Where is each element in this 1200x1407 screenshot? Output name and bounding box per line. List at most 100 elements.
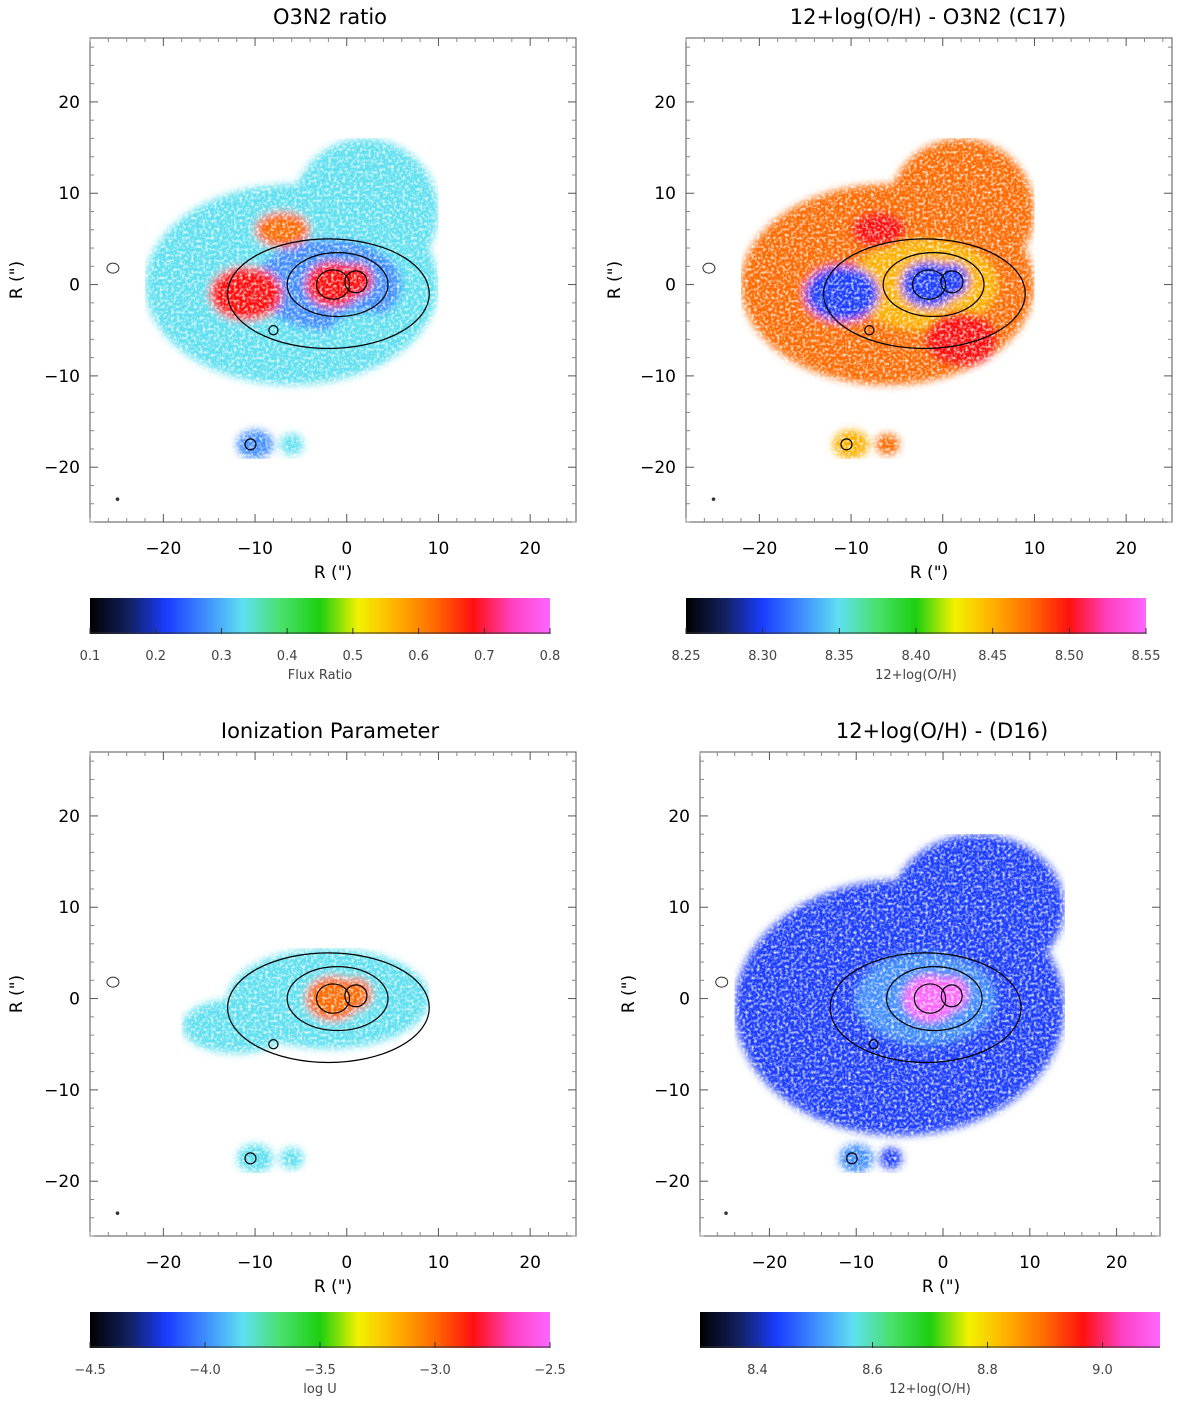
tick-layer: −20 −10 0 10 20 −20 −10 0 10 20 (44, 752, 576, 1273)
colorbar-tick-label: 0.8 (540, 649, 561, 664)
x-tick-label: −10 (237, 1253, 273, 1273)
contours (829, 952, 1022, 1165)
emission-region (851, 211, 907, 249)
colorbar-tick-label: 8.35 (825, 649, 854, 664)
outer-contour (822, 238, 1026, 350)
knot-contour (840, 438, 853, 451)
colorbar-tick-label: −3.0 (419, 1363, 451, 1378)
x-tick-label: 10 (1024, 539, 1046, 559)
map-layer (702, 138, 1035, 501)
tick-layer: −20 −10 0 10 20 −20 −10 0 10 20 (654, 752, 1160, 1273)
inner-contour (940, 270, 964, 294)
colorbar-tick-label: 8.30 (748, 649, 777, 664)
emission-region (805, 266, 879, 322)
y-tick-label: 20 (668, 807, 690, 827)
knot-contour (846, 1152, 858, 1165)
emission-region (890, 834, 1065, 981)
y-tick-label: 20 (58, 807, 80, 827)
colorbar-label: 12+log(O/H) (889, 1382, 971, 1397)
colorbar-tick-label: 8.4 (747, 1363, 768, 1378)
emission-map (734, 834, 1065, 1173)
x-tick-label: −10 (833, 539, 869, 559)
x-axis-label: R (") (922, 1277, 960, 1297)
x-tick-label: 10 (428, 1253, 450, 1273)
mid-contour (882, 252, 985, 318)
inner-contour (315, 269, 351, 300)
emission-region (209, 266, 283, 322)
beam-symbol (715, 976, 729, 988)
colorbar-tick-label: 9.0 (1092, 1363, 1113, 1378)
panel-oh-d16: 12+log(O/H) - (D16) −20 −10 0 10 20 −20 −10 0 10… (619, 719, 1161, 1397)
x-tick-label: −20 (145, 539, 181, 559)
y-tick-label: −10 (44, 1081, 80, 1101)
x-tick-label: −20 (741, 539, 777, 559)
x-tick-label: −10 (237, 539, 273, 559)
inner-contour (344, 984, 368, 1008)
colorbar-tick-label: 0.6 (408, 649, 429, 664)
nucleus-region (935, 263, 969, 297)
satellite-region (832, 429, 870, 459)
colorbar-tick-label: −3.5 (304, 1363, 336, 1378)
colorbar-tick-label: 8.25 (672, 649, 701, 664)
knot-contour (244, 438, 257, 451)
mid-contour (886, 966, 983, 1032)
colorbar-tick-label: −2.5 (534, 1363, 566, 1378)
panel-title: O3N2 ratio (273, 5, 387, 29)
y-tick-label: −10 (640, 367, 676, 387)
colorbar-label: 12+log(O/H) (875, 668, 957, 683)
colorbar-tick-label: 0.1 (80, 649, 101, 664)
emission-region (255, 211, 311, 249)
outer-contour (226, 238, 430, 350)
panel-ionization-parameter: Ionization Parameter −20 −10 0 10 20 −20 −10 0 1… (7, 719, 577, 1397)
nucleus-region (339, 263, 373, 297)
y-tick-label: 10 (668, 898, 690, 918)
y-tick-label: 0 (69, 990, 80, 1010)
plot-frame (699, 751, 1161, 1237)
colorbar-label: log U (303, 1382, 336, 1397)
x-tick-label: 20 (1106, 1253, 1128, 1273)
colorbar-ticks: 0.1 0.2 0.3 0.4 0.5 0.6 0.7 0.8 (80, 628, 561, 664)
inner-contour (344, 270, 368, 294)
inner-contour (315, 983, 351, 1014)
map-layer (715, 834, 1065, 1215)
colorbar-tick-label: 8.55 (1132, 649, 1161, 664)
beam-symbol (106, 976, 120, 988)
beam-symbol (702, 262, 716, 274)
nucleus-region (339, 977, 373, 1011)
y-tick-label: 10 (654, 184, 676, 204)
x-tick-label: −20 (145, 1253, 181, 1273)
panel-title: 12+log(O/H) - O3N2 (C17) (790, 5, 1066, 29)
y-tick-label: 20 (58, 93, 80, 113)
y-tick-label: −20 (44, 1172, 80, 1192)
satellite-region (236, 429, 274, 459)
satellite-region (236, 1143, 274, 1173)
y-axis-label: R (") (605, 261, 625, 299)
panel-title: Ionization Parameter (221, 719, 440, 743)
knot-contour (868, 1039, 879, 1050)
inner-contour (911, 269, 947, 300)
satellite-region (879, 1147, 903, 1170)
marker-dot (115, 497, 120, 501)
inner-contour (913, 983, 947, 1014)
x-tick-label: −10 (838, 1253, 874, 1273)
contours (226, 952, 430, 1165)
y-tick-label: 10 (58, 184, 80, 204)
map-layer (106, 948, 430, 1215)
x-tick-label: 0 (341, 1253, 352, 1273)
colorbar-tick-label: −4.0 (189, 1363, 221, 1378)
colorbar-tick-label: −4.5 (74, 1363, 106, 1378)
contours (822, 238, 1026, 451)
plot-frame (89, 751, 577, 1237)
y-tick-label: −20 (44, 458, 80, 478)
y-tick-label: 0 (69, 276, 80, 296)
y-tick-label: 20 (654, 93, 676, 113)
contours (226, 238, 430, 451)
colorbar (90, 598, 550, 634)
marker-dot (724, 1211, 728, 1215)
plot-frame (89, 37, 577, 523)
satellite-region (279, 1147, 304, 1170)
x-tick-label: −20 (751, 1253, 787, 1273)
marker-dot (711, 497, 716, 501)
